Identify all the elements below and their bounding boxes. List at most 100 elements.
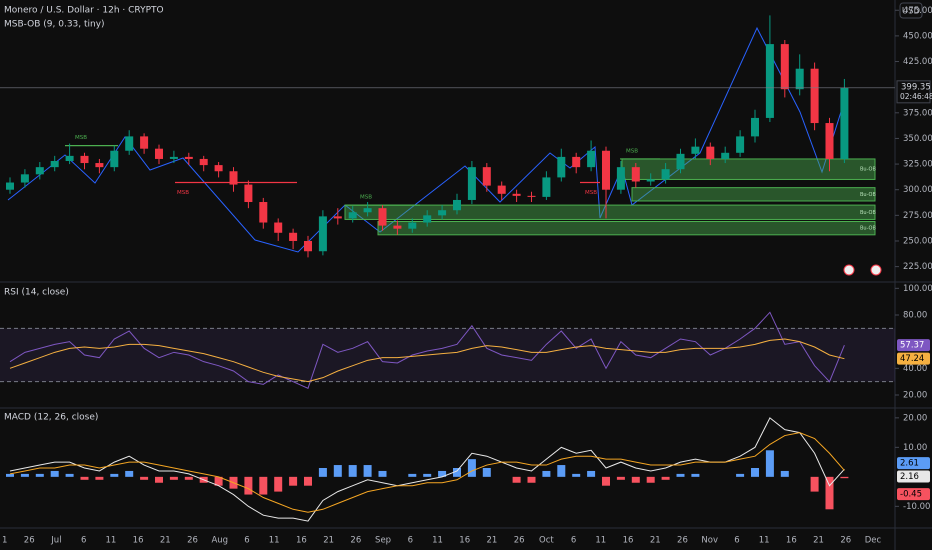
candle-body (751, 117, 759, 137)
candle-body (765, 44, 774, 118)
x-tick-label: 6 (244, 536, 249, 546)
histogram-bar (482, 468, 491, 477)
histogram-bar (244, 476, 253, 495)
x-tick-label: 21 (813, 536, 824, 546)
histogram-bar (110, 473, 119, 477)
currency-box[interactable] (899, 2, 923, 19)
histogram-bar (6, 473, 14, 477)
last-price-box (896, 80, 931, 104)
histogram-bar (333, 465, 342, 477)
candle-body (810, 68, 819, 124)
candle-body (20, 174, 29, 183)
x-tick-label: 26 (24, 536, 35, 546)
candle-body (527, 195, 536, 197)
histogram-bar (155, 476, 163, 483)
price-tag (897, 352, 930, 365)
candle-body (661, 169, 670, 180)
msb-label: MSB (626, 148, 638, 154)
y-tick-label: 225.00 (903, 262, 932, 272)
x-tick-label: 6 (734, 536, 739, 546)
candle-body (542, 177, 551, 197)
candle-body (110, 150, 119, 168)
x-tick-label: 16 (786, 536, 797, 546)
candle-body (706, 146, 715, 159)
candle-body (244, 184, 253, 203)
x-tick-label: 26 (350, 536, 361, 546)
msb-label: MSB (585, 190, 597, 196)
zigzag (7, 26, 847, 253)
x-tick-label: 11 (432, 536, 443, 546)
histogram-bar (259, 476, 268, 495)
x-tick-label: 21 (487, 536, 498, 546)
candle-body (840, 87, 849, 159)
y-tick-label: 375.00 (903, 108, 932, 118)
last-price: 399.35 (901, 82, 931, 92)
currency[interactable]: USD (902, 7, 921, 17)
histogram-bar (765, 450, 774, 477)
histogram-bar (661, 476, 670, 480)
candle-body (497, 185, 506, 194)
histogram-bar (363, 465, 372, 477)
histogram-bar (318, 468, 327, 477)
histogram-bar (80, 476, 89, 480)
msb-label: MSB (177, 190, 189, 196)
series-line (9, 417, 845, 522)
histogram-bar (169, 476, 178, 480)
candle-body (155, 148, 163, 159)
histogram-bar (184, 476, 193, 480)
x-tick-label: 16 (296, 536, 307, 546)
x-tick-label: 11 (269, 536, 280, 546)
histogram-bar (214, 476, 223, 486)
msb-label: MSB (360, 195, 372, 201)
order-block-label: Bu-OB (860, 210, 876, 216)
x-tick-label: 21 (160, 536, 171, 546)
histogram-bar (587, 470, 596, 477)
event-icon[interactable] (843, 264, 855, 276)
y-tick-label: 350.00 (903, 134, 932, 144)
candle-body (184, 156, 193, 159)
y-tick-label: 475.00 (903, 6, 932, 16)
candle-body (35, 167, 44, 175)
histogram-bar (95, 476, 104, 480)
candle-body (50, 160, 59, 168)
histogram-bar (840, 476, 849, 479)
candle-body (631, 167, 640, 182)
histogram-bar (542, 470, 551, 477)
histogram-bar (453, 468, 461, 477)
candle-body (259, 202, 268, 223)
x-tick-label: Oct (539, 536, 554, 546)
histogram-bar (557, 465, 566, 477)
x-tick-label: 6 (571, 536, 576, 546)
histogram-bar (602, 476, 610, 486)
candle-body (825, 123, 834, 159)
candle-body (795, 68, 804, 90)
price-tag (897, 339, 930, 352)
x-tick-label: 21 (323, 536, 334, 546)
x-tick-label: 21 (650, 536, 661, 546)
candle-body (557, 156, 566, 178)
y-tick-label: 325.00 (903, 160, 932, 170)
y-tick-label: 10.00 (903, 443, 927, 453)
candle-body (304, 240, 312, 252)
candle-body (199, 158, 208, 166)
price-tag-label: -0.45 (900, 490, 922, 500)
candle-body (363, 208, 372, 213)
candle-body (512, 193, 521, 196)
histogram-bar (423, 473, 432, 477)
candle-body (423, 215, 432, 223)
y-tick-label: 425.00 (903, 57, 932, 67)
histogram-bar (50, 470, 59, 477)
candle-body (572, 156, 581, 168)
histogram-bar (631, 476, 640, 483)
x-tick-label: 6 (81, 536, 86, 546)
histogram-bar (65, 473, 74, 477)
x-tick-label: 16 (623, 536, 634, 546)
pane-title: RSI (14, close) (4, 288, 69, 298)
candle-body (482, 167, 491, 186)
x-tick-label: 26 (677, 536, 688, 546)
event-icon[interactable] (870, 264, 882, 276)
candle-body (348, 212, 357, 219)
candle-body (289, 232, 298, 241)
